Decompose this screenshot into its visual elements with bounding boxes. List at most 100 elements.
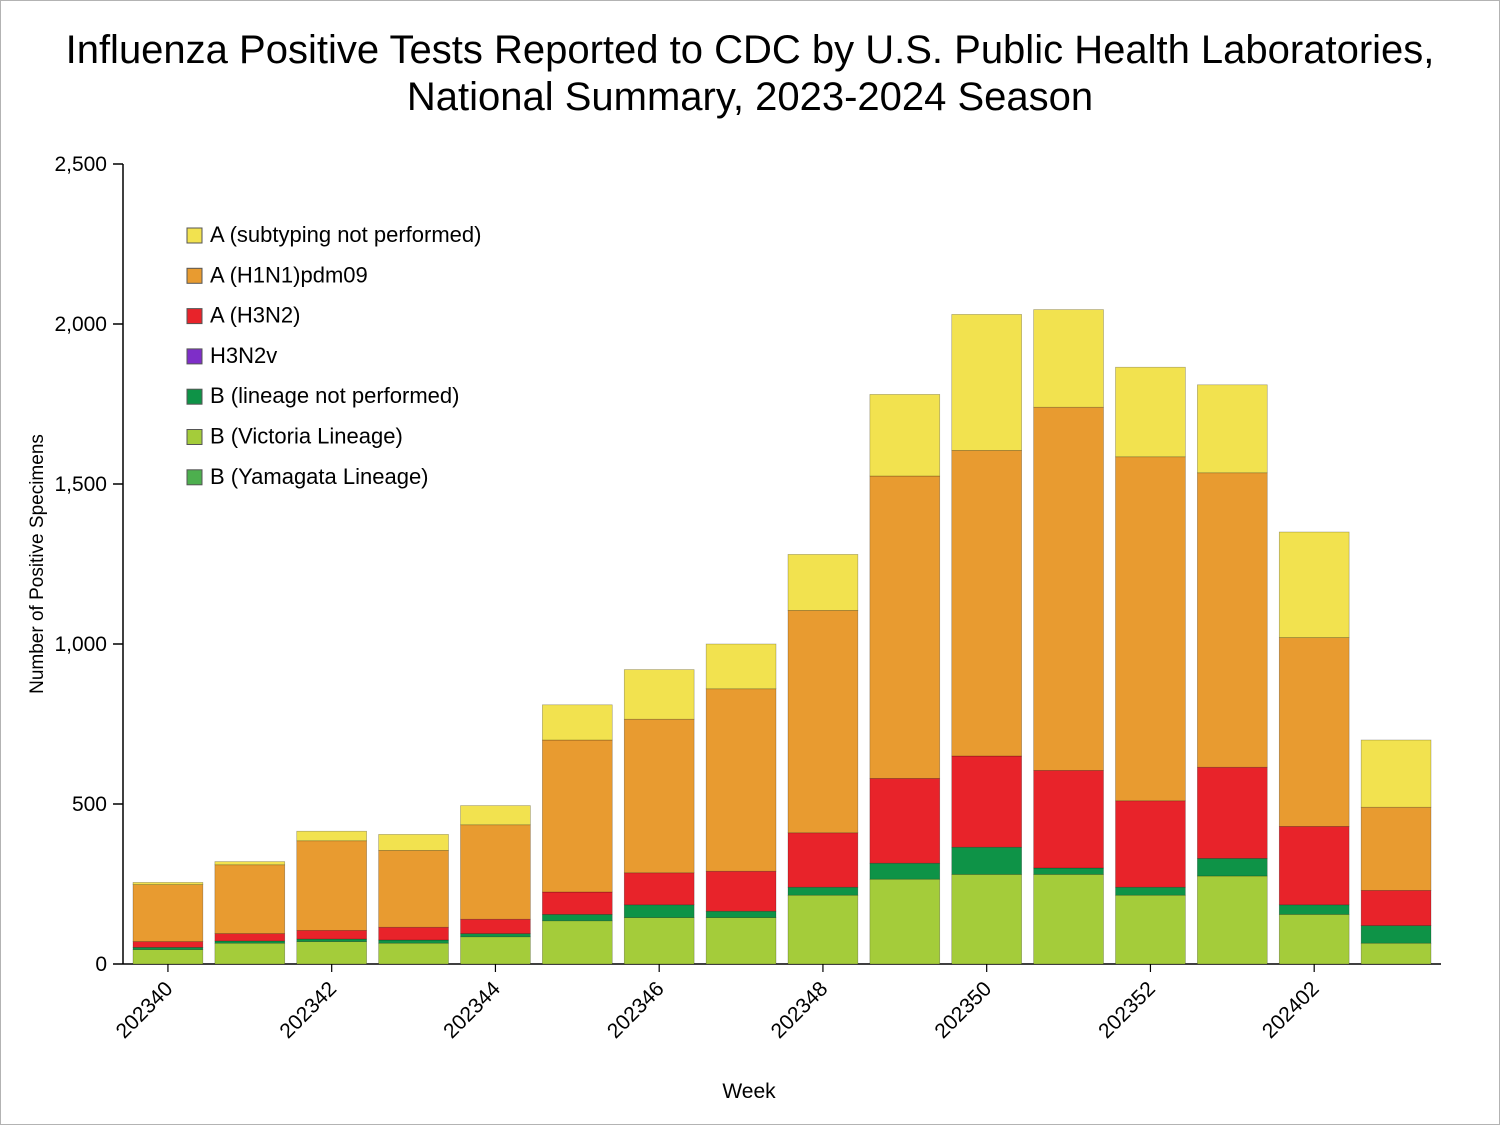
bar-segment [1115, 366, 1186, 458]
bar-segment [1197, 384, 1268, 474]
bar-segment [1197, 875, 1268, 965]
bar-segment [1278, 826, 1350, 906]
bar-segment [296, 830, 367, 842]
bar-segment [623, 718, 695, 874]
x-tick-label: 202402 [1258, 977, 1324, 1043]
bar-segment [869, 778, 941, 864]
y-tick-label: 0 [95, 953, 107, 976]
bar-segment [296, 930, 367, 940]
bar-segment [132, 947, 204, 950]
bar-segment [787, 886, 859, 896]
legend-swatch [186, 429, 203, 445]
bar-segment [542, 914, 613, 922]
bar-segment [951, 846, 1022, 875]
bar-segment [214, 864, 286, 934]
y-tick-label: 2,500 [54, 153, 107, 176]
bar-segment [1197, 472, 1268, 768]
bar-segment [296, 840, 367, 931]
legend-swatch [186, 348, 203, 365]
bar-segment [1033, 867, 1104, 875]
legend-label: A (H3N2) [210, 303, 300, 328]
bar-segment [869, 862, 941, 880]
x-axis-title: Week [722, 1080, 776, 1103]
bar-segment [869, 394, 941, 477]
legend-swatch [186, 388, 203, 405]
bar-segment [1033, 770, 1104, 869]
bar-segment [460, 936, 531, 965]
bar-segment [705, 910, 777, 918]
bar-segment [623, 872, 695, 906]
bar-segment [460, 933, 531, 938]
chart-title-line-2: National Summary, 2023-2024 Season [406, 75, 1094, 120]
bar-segment [869, 475, 941, 779]
y-tick-label: 1,000 [54, 633, 107, 656]
bar-segment [1115, 894, 1186, 965]
y-tick-label: 1,500 [54, 473, 107, 496]
bar-segment [951, 874, 1022, 965]
bar-segment [1278, 637, 1350, 827]
bar-segment [460, 824, 531, 920]
chart-title: Influenza Positive Tests Reported to CDC… [1, 27, 1499, 121]
bar-segment [1360, 739, 1432, 808]
legend-swatch [186, 267, 203, 284]
bar-segment [1197, 766, 1268, 859]
bar-segment [623, 904, 695, 918]
bar-segment [1360, 806, 1432, 891]
bar-segment [378, 834, 449, 851]
bar-segment [542, 891, 613, 915]
bar-segment [1278, 531, 1350, 638]
x-tick-label: 202348 [767, 977, 833, 1043]
bar-segment [1115, 456, 1186, 802]
bar-segment [378, 939, 449, 944]
chart-title-line-1: Influenza Positive Tests Reported to CDC… [65, 28, 1435, 72]
bar-segment [1278, 904, 1350, 915]
bar-segment [460, 918, 531, 934]
legend-label: B (Victoria Lineage) [210, 424, 403, 449]
bar-segment [787, 894, 859, 965]
bar-segment [869, 878, 941, 965]
legend-label: A (subtyping not performed) [210, 222, 481, 247]
bar-segment [705, 643, 777, 690]
bar-segment [296, 938, 367, 942]
bar-segment [1360, 890, 1432, 926]
bar-segment [542, 704, 613, 741]
bar-segment [460, 805, 531, 826]
legend-label: B (Yamagata Lineage) [210, 464, 429, 489]
bar-segment [1360, 925, 1432, 944]
legend-swatch [186, 227, 203, 244]
bar-segment [1033, 874, 1104, 965]
bar-segment [132, 949, 204, 965]
bar-segment [132, 884, 204, 942]
bar-segment [1115, 800, 1186, 888]
bar-segment [623, 917, 695, 965]
bar-segment [787, 554, 859, 611]
bar-segment [1033, 309, 1104, 408]
bar-segment [214, 940, 286, 944]
bar-segment [296, 941, 367, 965]
x-tick-label: 202346 [603, 977, 669, 1043]
bar-segment [1115, 886, 1186, 896]
bar-segment [1278, 914, 1350, 965]
bar-segment [705, 870, 777, 912]
y-axis-title: Number of Positive Specimens [27, 434, 48, 694]
y-tick-label: 2,000 [54, 313, 107, 336]
x-tick-label: 202350 [930, 977, 996, 1043]
bar-segment [1197, 858, 1268, 877]
bar-segment [132, 882, 204, 885]
legend-swatch [186, 308, 203, 325]
bar-segment [705, 917, 777, 965]
bar-segment [1033, 406, 1104, 771]
legend-label: H3N2v [210, 343, 277, 368]
bar-segment [378, 926, 449, 941]
bar-segment [951, 314, 1022, 451]
bar-segment [378, 942, 449, 965]
x-tick-label: 202340 [112, 977, 178, 1043]
x-tick-label: 202342 [275, 977, 341, 1043]
bar-segment [542, 739, 613, 893]
y-tick-label: 500 [72, 793, 107, 816]
bar-segment [1360, 942, 1432, 965]
x-tick-label: 202344 [439, 977, 505, 1043]
bar-segment [951, 755, 1022, 848]
